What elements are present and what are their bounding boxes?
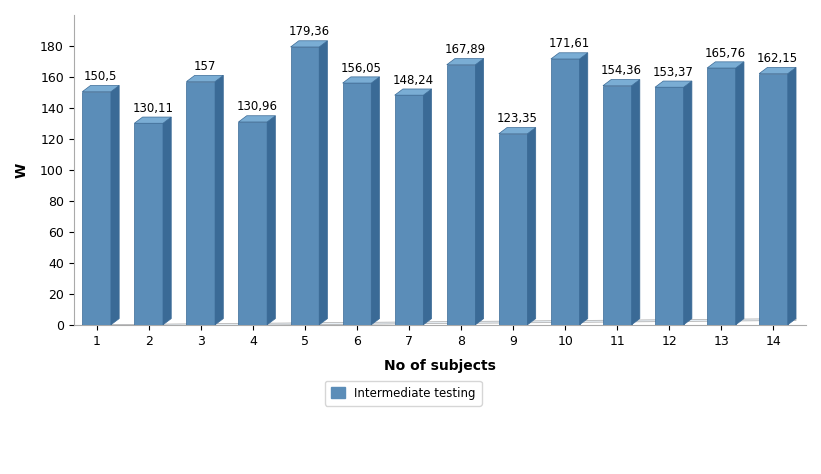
Polygon shape [135,117,172,123]
Text: 162,15: 162,15 [757,52,798,65]
Polygon shape [527,128,536,325]
Text: 179,36: 179,36 [288,26,329,38]
Polygon shape [759,73,788,325]
Polygon shape [707,62,744,68]
Polygon shape [759,67,796,73]
Text: 165,76: 165,76 [705,46,746,60]
Text: 171,61: 171,61 [548,37,590,50]
Polygon shape [603,86,631,325]
Polygon shape [82,91,111,325]
Polygon shape [111,85,119,325]
Text: 153,37: 153,37 [653,66,694,79]
Text: 123,35: 123,35 [497,112,538,125]
Polygon shape [135,123,163,325]
Polygon shape [684,81,692,325]
Polygon shape [215,75,223,325]
Polygon shape [395,89,432,95]
Text: 148,24: 148,24 [392,73,433,87]
Polygon shape [580,53,588,325]
Polygon shape [319,41,328,325]
Text: 130,11: 130,11 [132,102,173,115]
Polygon shape [267,116,275,325]
Legend: Intermediate testing: Intermediate testing [325,381,482,406]
Polygon shape [655,87,684,325]
Polygon shape [371,77,379,325]
Text: 130,96: 130,96 [236,100,277,113]
Polygon shape [736,62,744,325]
Polygon shape [707,68,736,325]
X-axis label: No of subjects: No of subjects [384,359,496,373]
Polygon shape [163,117,172,325]
Text: 167,89: 167,89 [445,43,486,56]
Polygon shape [342,77,379,83]
Polygon shape [499,128,536,134]
Text: 157: 157 [194,60,216,73]
Polygon shape [186,75,223,82]
Y-axis label: W: W [15,162,29,178]
Polygon shape [424,89,432,325]
Polygon shape [475,59,484,325]
Polygon shape [395,95,424,325]
Polygon shape [603,80,640,86]
Polygon shape [291,47,319,325]
Polygon shape [788,67,796,325]
Polygon shape [186,82,215,325]
Polygon shape [291,41,328,47]
Polygon shape [551,53,588,59]
Text: 150,5: 150,5 [84,70,117,83]
Polygon shape [82,85,119,91]
Polygon shape [238,122,267,325]
Polygon shape [82,319,796,327]
Text: 154,36: 154,36 [601,64,642,77]
Polygon shape [342,83,371,325]
Polygon shape [655,81,692,87]
Polygon shape [447,65,475,325]
Polygon shape [447,59,484,65]
Polygon shape [238,116,275,122]
Polygon shape [499,134,527,325]
Text: 156,05: 156,05 [341,62,382,74]
Polygon shape [631,80,640,325]
Polygon shape [551,59,580,325]
